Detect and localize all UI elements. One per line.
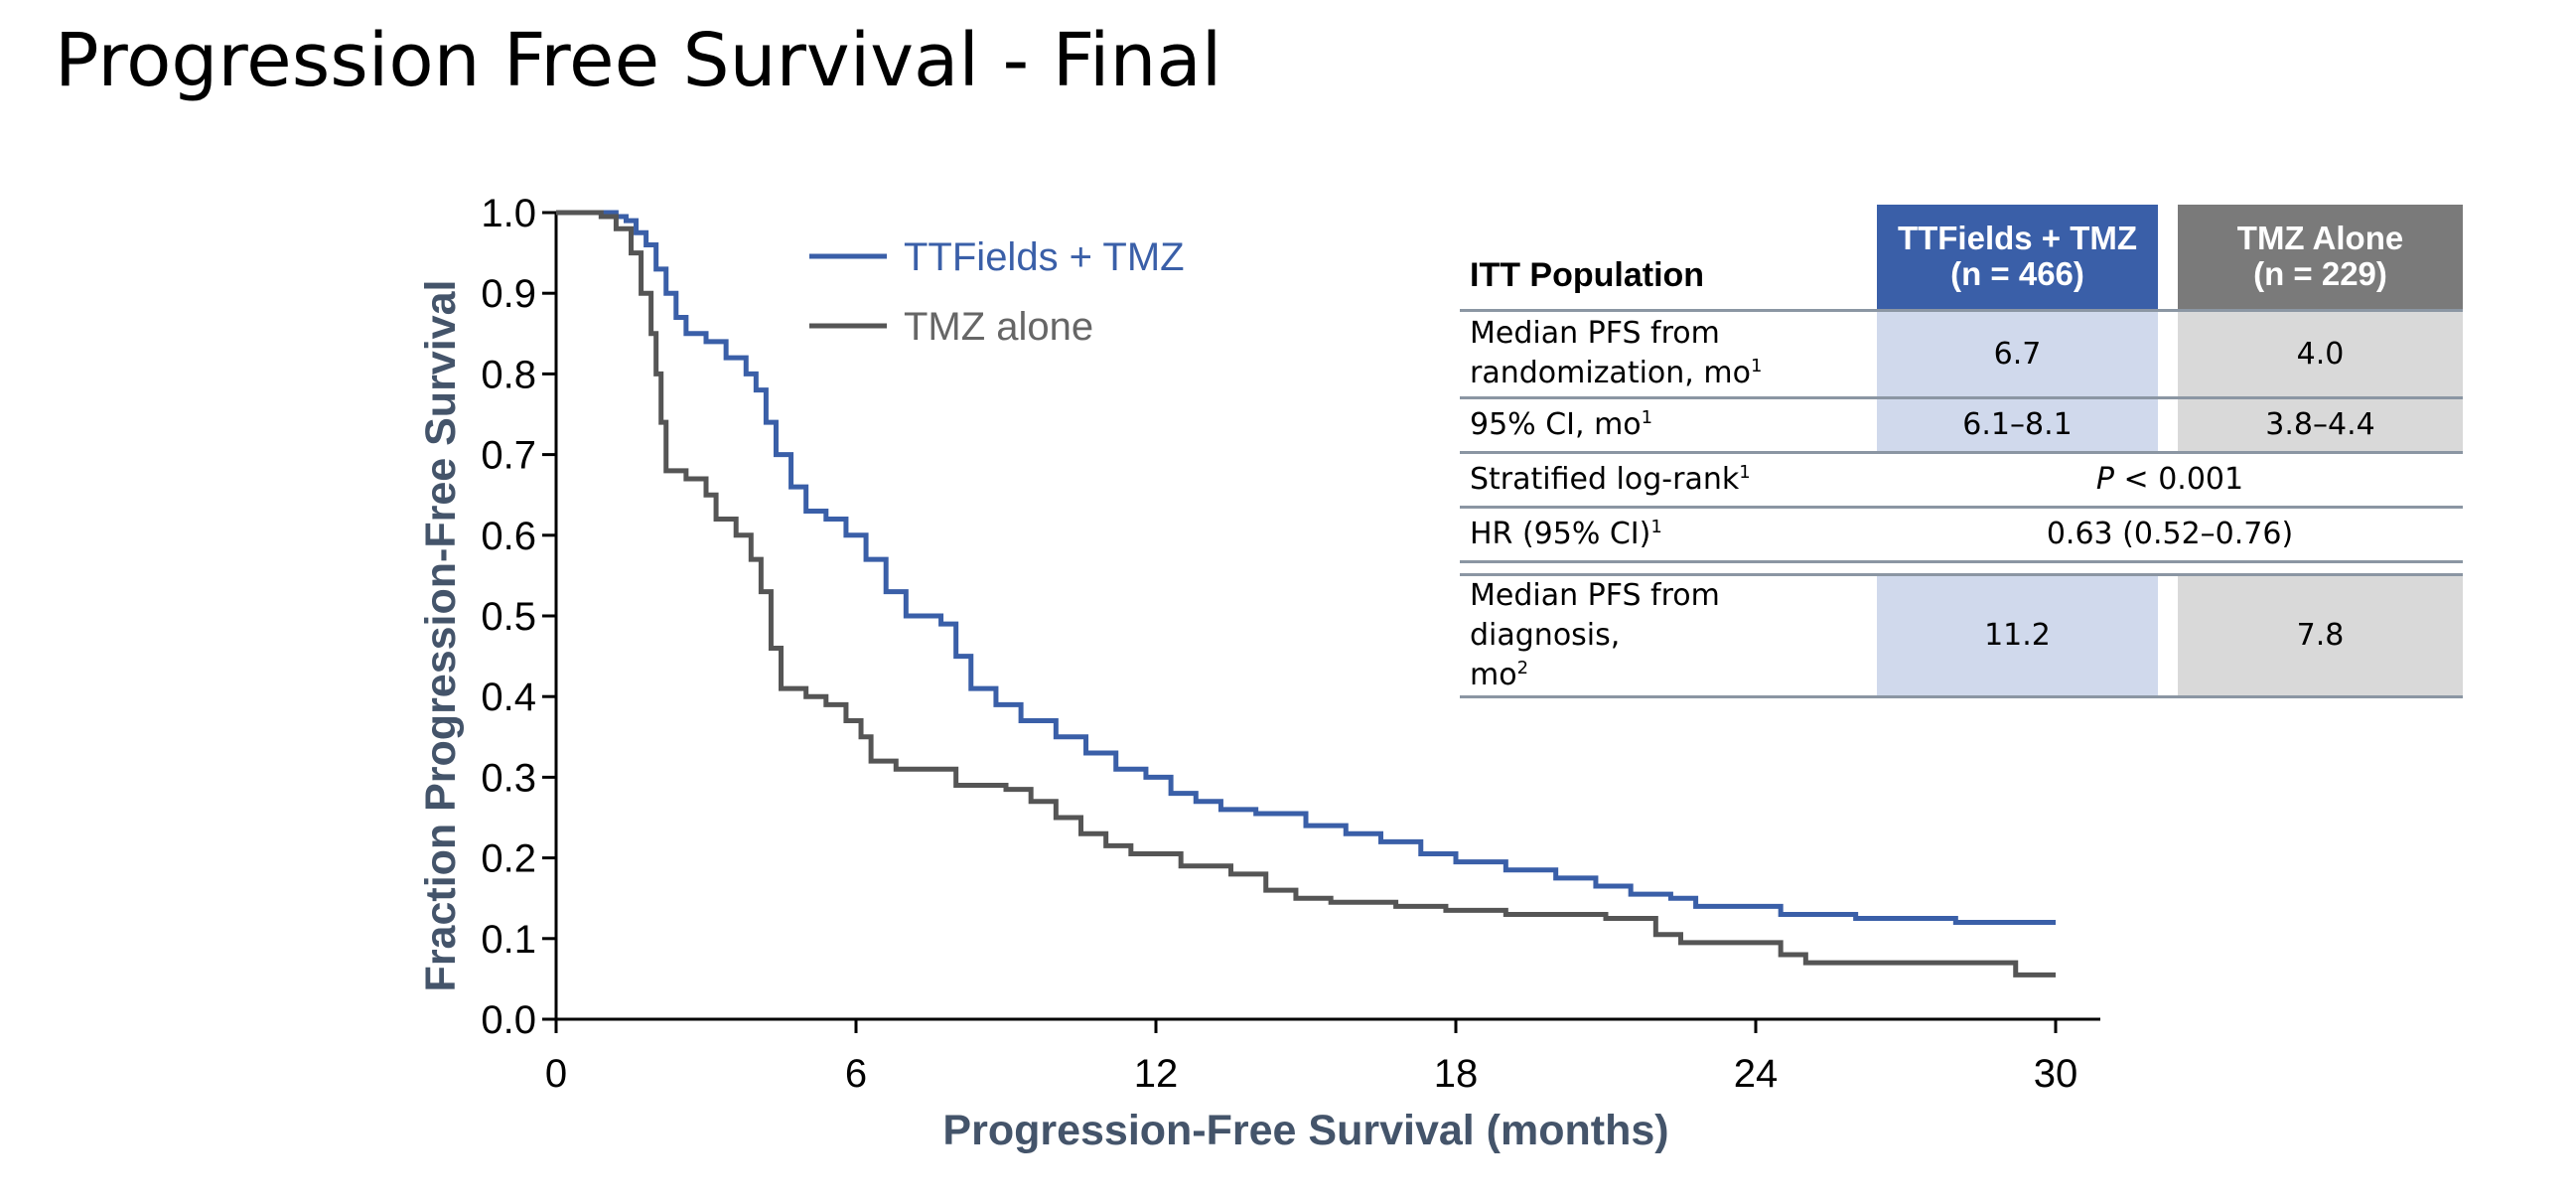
footnote-ref: 1	[1641, 406, 1653, 428]
median-pfs-rand-label: Median PFS from randomization, mo1	[1460, 310, 1877, 399]
legend-label-tmz: TMZ alone	[904, 305, 1093, 349]
row-gap	[2158, 310, 2178, 399]
ci-tmz: 3.8–4.4	[2178, 397, 2463, 454]
footnote-ref: 1	[1750, 356, 1763, 376]
median-pfs-rand-label-line2: randomization, mo	[1470, 356, 1751, 390]
logrank-label-text: Stratified log-rank	[1470, 461, 1740, 497]
tmz-alone-curve	[556, 210, 2056, 978]
x-tick-label: 18	[1434, 1052, 1479, 1096]
y-tick-label: 0.5	[481, 595, 536, 639]
y-tick-label: 0.9	[481, 272, 536, 316]
y-tick-label: 1.0	[481, 192, 536, 235]
y-tick-label: 0.1	[481, 918, 536, 962]
table-spacer	[1460, 561, 2463, 576]
table-row: Stratified log-rank1 P < 0.001	[1460, 452, 2463, 509]
median-pfs-diag-tmz: 7.8	[2178, 574, 2463, 698]
ci-label-text: 95% CI, mo	[1470, 406, 1642, 442]
table-row: Median PFS from diagnosis, mo2 11.2 7.8	[1460, 574, 2463, 698]
header-gap	[2158, 205, 2178, 312]
median-pfs-diag-label: Median PFS from diagnosis, mo2	[1460, 574, 1877, 698]
median-pfs-rand-label-line2-wrap: randomization, mo1	[1470, 354, 1877, 393]
legend-label-ttfields: TTFields + TMZ	[904, 235, 1185, 279]
hr-value: 0.63 (0.52–0.76)	[1877, 507, 2463, 563]
table-row: HR (95% CI)1 0.63 (0.52–0.76)	[1460, 507, 2463, 563]
table-row: Median PFS from randomization, mo1 6.7 4…	[1460, 310, 2463, 399]
table-header-row: ITT Population TTFields + TMZ (n = 466) …	[1460, 205, 2463, 312]
y-tick-label: 0.6	[481, 515, 536, 558]
table-header-ttfields: TTFields + TMZ (n = 466)	[1877, 205, 2158, 312]
logrank-label: Stratified log-rank1	[1460, 452, 1877, 509]
y-tick-label: 0.4	[481, 676, 536, 719]
header-tmz-n: (n = 229)	[2253, 255, 2387, 293]
y-tick-label: 0.2	[481, 837, 536, 881]
median-pfs-diag-label-line1: Median PFS from diagnosis,	[1470, 577, 1720, 653]
chart-curves	[556, 210, 2056, 978]
logrank-value: P < 0.001	[1877, 452, 2463, 509]
row-gap	[2158, 397, 2178, 454]
itt-summary-table: ITT Population TTFields + TMZ (n = 466) …	[1460, 205, 2463, 698]
hr-label-text: HR (95% CI)	[1470, 516, 1651, 551]
header-ttfields-n: (n = 466)	[1950, 255, 2084, 293]
chart-legend: TTFields + TMZ TMZ alone	[809, 235, 1185, 349]
y-tick-label: 0.3	[481, 756, 536, 800]
hr-label: HR (95% CI)1	[1460, 507, 1877, 563]
median-pfs-diag-label-line2: mo	[1470, 657, 1517, 692]
ci-ttfields: 6.1–8.1	[1877, 397, 2158, 454]
ttfields-tmz-curve	[556, 210, 2056, 926]
median-pfs-diag-label-line2-wrap: mo2	[1470, 656, 1877, 695]
x-tick-label: 30	[2034, 1052, 2078, 1096]
header-ttfields-name: TTFields + TMZ	[1897, 220, 2138, 257]
y-axis-title: Fraction Progression-Free Survival	[417, 280, 465, 992]
y-tick-label: 0.8	[481, 353, 536, 396]
x-tick-label: 6	[845, 1052, 867, 1096]
header-tmz-name: TMZ Alone	[2236, 220, 2404, 257]
x-axis-title: Progression-Free Survival (months)	[942, 1107, 1668, 1154]
chart-ticks: 0 6 12 18 24 300.00.10.20.30.40.50.60.70.80.9…	[481, 192, 2077, 1096]
median-pfs-rand-tmz: 4.0	[2178, 310, 2463, 399]
table-row: 95% CI, mo1 6.1–8.1 3.8–4.4	[1460, 397, 2463, 454]
footnote-ref: 1	[1650, 516, 1662, 537]
page-title: Progression Free Survival - Final	[55, 18, 1222, 103]
x-tick-label: 0	[545, 1052, 567, 1096]
table-header-label: ITT Population	[1460, 205, 1877, 312]
x-tick-label: 12	[1134, 1052, 1179, 1096]
median-pfs-rand-label-line1: Median PFS from	[1470, 316, 1720, 351]
x-tick-label: 24	[1734, 1052, 1779, 1096]
footnote-ref: 2	[1516, 657, 1529, 678]
footnote-ref: 1	[1739, 461, 1751, 483]
p-letter: P	[2095, 462, 2114, 497]
median-pfs-diag-ttfields: 11.2	[1877, 574, 2158, 698]
p-value: < 0.001	[2114, 462, 2244, 497]
y-tick-label: 0.0	[481, 998, 536, 1042]
table-header-tmz: TMZ Alone (n = 229)	[2178, 205, 2463, 312]
median-pfs-rand-ttfields: 6.7	[1877, 310, 2158, 399]
y-tick-label: 0.7	[481, 434, 536, 478]
ci-label: 95% CI, mo1	[1460, 397, 1877, 454]
row-gap	[2158, 574, 2178, 698]
